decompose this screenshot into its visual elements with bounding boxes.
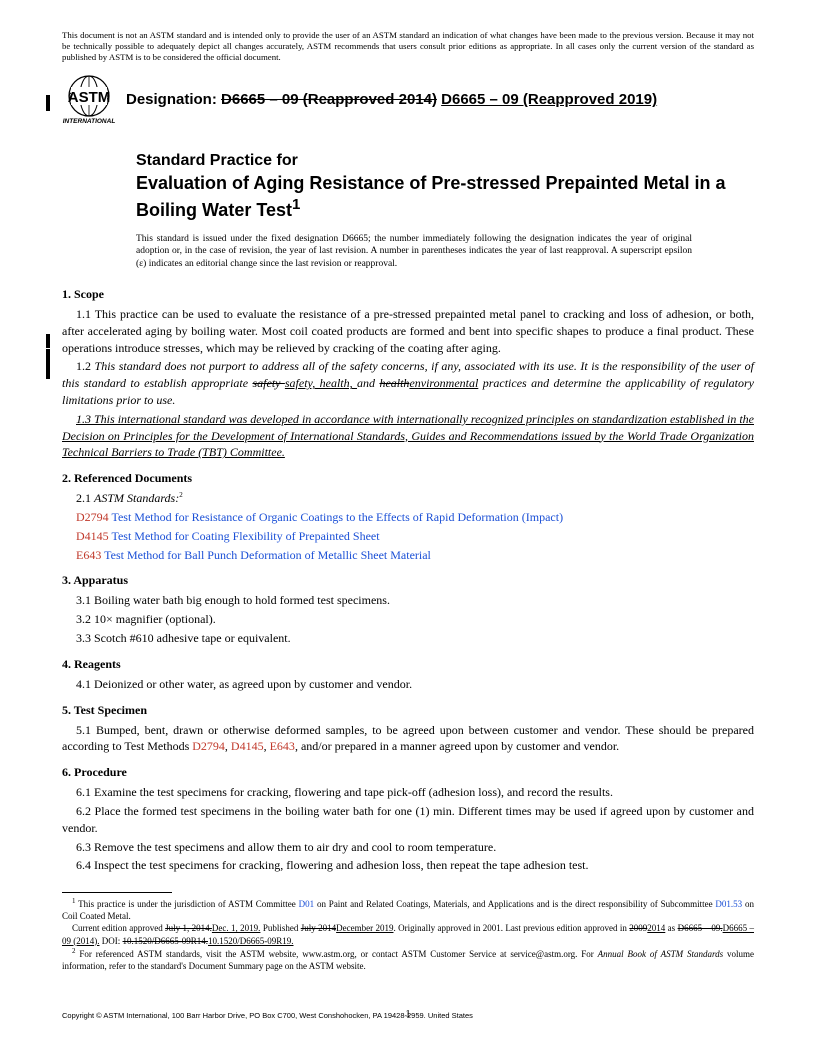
para-3-3: 3.3 Scotch #610 adhesive tape or equival… bbox=[62, 630, 754, 647]
para-3-2: 3.2 10× magnifier (optional). bbox=[62, 611, 754, 628]
fn1b-s2: July 2014 bbox=[301, 923, 336, 933]
title-block: Standard Practice for Evaluation of Agin… bbox=[136, 151, 754, 223]
section-4-head: 4. Reagents bbox=[62, 657, 754, 672]
section-6-head: 6. Procedure bbox=[62, 765, 754, 780]
para-6-1: 6.1 Examine the test specimens for crack… bbox=[62, 784, 754, 801]
fn1b-s3: 2009 bbox=[629, 923, 647, 933]
fn1b-d: as bbox=[665, 923, 677, 933]
p51-r1[interactable]: D2794 bbox=[192, 739, 225, 753]
fn2-i: Annual Book of ASTM Standards bbox=[598, 949, 723, 959]
fn1b-s1: July 1, 2014. bbox=[165, 923, 212, 933]
section-3-head: 3. Apparatus bbox=[62, 573, 754, 588]
para-6-3: 6.3 Remove the test specimens and allow … bbox=[62, 839, 754, 856]
p12-mid: and bbox=[357, 376, 379, 390]
page-number: 1 bbox=[0, 1008, 816, 1020]
p51-b: , and/or prepared in a manner agreed upo… bbox=[295, 739, 619, 753]
fn1b-s4: D6665 – 09. bbox=[678, 923, 723, 933]
fn1b-b: Published bbox=[260, 923, 300, 933]
p12-num: 1.2 bbox=[76, 359, 95, 373]
ref1-code[interactable]: D2794 bbox=[76, 510, 109, 524]
footnote-1b: Current edition approved July 1, 2014.De… bbox=[62, 922, 754, 946]
designation-label: Designation: bbox=[126, 91, 221, 108]
ref2-code[interactable]: D4145 bbox=[76, 529, 109, 543]
issue-note: This standard is issued under the fixed … bbox=[136, 233, 692, 271]
ref1-title[interactable]: Test Method for Resistance of Organic Co… bbox=[111, 510, 563, 524]
title-lead: Standard Practice for bbox=[136, 151, 754, 172]
p21-a: 2.1 bbox=[76, 491, 94, 505]
fn1b-i1: Dec. 1, 2019. bbox=[212, 923, 261, 933]
fn1-l1[interactable]: D01 bbox=[299, 899, 315, 909]
fn1b-i5: 10.1520/D6665-09R19. bbox=[208, 936, 294, 946]
p51-r3[interactable]: E643 bbox=[270, 739, 295, 753]
designation-new: D6665 – 09 (Reapproved 2019) bbox=[441, 91, 657, 108]
para-1-3: 1.3 This international standard was deve… bbox=[62, 411, 754, 461]
fn1b-a: Current edition approved bbox=[72, 923, 165, 933]
title-main-text: Evaluation of Aging Resistance of Pre-st… bbox=[136, 173, 725, 220]
title-main: Evaluation of Aging Resistance of Pre-st… bbox=[136, 172, 754, 223]
disclaimer-text: This document is not an ASTM standard an… bbox=[62, 30, 754, 63]
fn1-a: This practice is under the jurisdiction … bbox=[76, 899, 299, 909]
p51-r2[interactable]: D4145 bbox=[231, 739, 264, 753]
para-1-2: 1.2 This standard does not purport to ad… bbox=[62, 358, 754, 408]
ref3-title[interactable]: Test Method for Ball Punch Deformation o… bbox=[104, 548, 431, 562]
fn2-a: For referenced ASTM standards, visit the… bbox=[76, 949, 598, 959]
header-row: ASTM INTERNATIONAL Designation: D6665 – … bbox=[62, 73, 754, 127]
p12-body: This standard does not purport to addres… bbox=[62, 359, 754, 407]
section-2-head: 2. Referenced Documents bbox=[62, 471, 754, 486]
para-4-1: 4.1 Deionized or other water, as agreed … bbox=[62, 676, 754, 693]
title-sup: 1 bbox=[292, 196, 300, 213]
ref-3: E643 Test Method for Ball Punch Deformat… bbox=[76, 547, 754, 564]
designation-line: Designation: D6665 – 09 (Reapproved 2014… bbox=[126, 91, 657, 108]
svg-text:ASTM: ASTM bbox=[68, 89, 111, 106]
section-1-head: 1. Scope bbox=[62, 287, 754, 302]
ref3-code[interactable]: E643 bbox=[76, 548, 101, 562]
fn1b-i3: 2014 bbox=[647, 923, 665, 933]
para-5-1: 5.1 Bumped, bent, drawn or otherwise def… bbox=[62, 722, 754, 756]
svg-text:INTERNATIONAL: INTERNATIONAL bbox=[63, 118, 116, 125]
para-2-1: 2.1 ASTM Standards:2 bbox=[62, 490, 754, 507]
p21-b: ASTM Standards: bbox=[94, 491, 179, 505]
fn1-l2[interactable]: D01.53 bbox=[715, 899, 742, 909]
footnote-1: 1 This practice is under the jurisdictio… bbox=[62, 897, 754, 922]
p12-i2: environmental bbox=[409, 376, 478, 390]
ref-1: D2794 Test Method for Resistance of Orga… bbox=[76, 509, 754, 526]
p12-s1: safety bbox=[252, 376, 284, 390]
p12-s2: health bbox=[379, 376, 409, 390]
fn1b-e: DOI: bbox=[100, 936, 123, 946]
section-5-head: 5. Test Specimen bbox=[62, 703, 754, 718]
footnote-rule bbox=[62, 892, 172, 893]
para-1-1: 1.1 This practice can be used to evaluat… bbox=[62, 306, 754, 356]
para-6-2: 6.2 Place the formed test specimens in t… bbox=[62, 803, 754, 837]
p12-i1: safety, health, bbox=[285, 376, 357, 390]
page-container: This document is not an ASTM standard an… bbox=[0, 0, 816, 992]
fn1b-c: . Originally approved in 2001. Last prev… bbox=[393, 923, 629, 933]
astm-logo: ASTM INTERNATIONAL bbox=[62, 73, 116, 127]
ref-2: D4145 Test Method for Coating Flexibilit… bbox=[76, 528, 754, 545]
fn1b-i2: December 2019 bbox=[336, 923, 393, 933]
para-6-4: 6.4 Inspect the test specimens for crack… bbox=[62, 857, 754, 874]
fn1-b: on Paint and Related Coatings, Materials… bbox=[314, 899, 715, 909]
designation-old: D6665 – 09 (Reapproved 2014) bbox=[221, 91, 437, 108]
para-3-1: 3.1 Boiling water bath big enough to hol… bbox=[62, 592, 754, 609]
footnote-2: 2 For referenced ASTM standards, visit t… bbox=[62, 947, 754, 972]
ref2-title[interactable]: Test Method for Coating Flexibility of P… bbox=[111, 529, 379, 543]
p21-sup: 2 bbox=[179, 491, 183, 499]
fn1b-s5: 10.1520/D6665-09R14. bbox=[123, 936, 209, 946]
